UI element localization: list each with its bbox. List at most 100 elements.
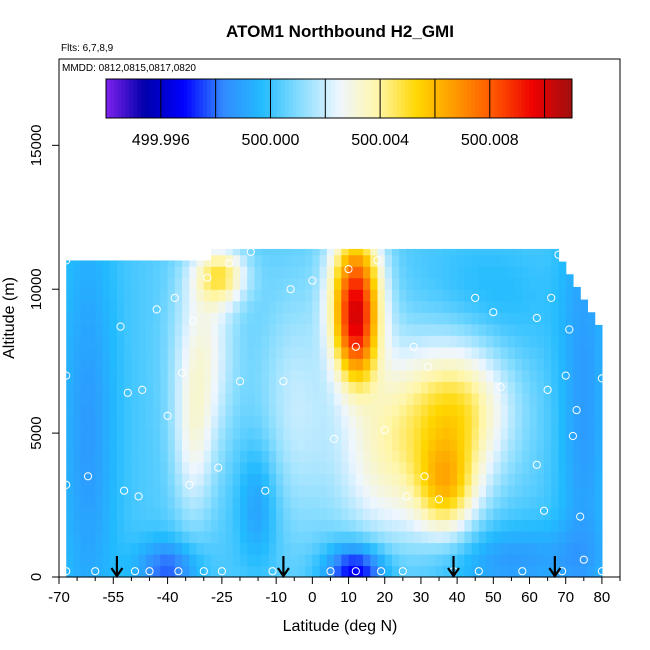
heatmap-cell <box>442 392 451 405</box>
heatmap-cell <box>211 300 219 313</box>
heatmap-cell <box>182 312 190 325</box>
heatmap-cell <box>261 542 270 555</box>
heatmap-cell <box>543 392 552 405</box>
colorbar-segment <box>346 79 352 118</box>
heatmap-cell <box>225 427 234 440</box>
heatmap-cell <box>399 519 408 532</box>
heatmap-cell <box>189 565 198 578</box>
heatmap-cell <box>116 450 125 463</box>
heatmap-cell <box>87 277 96 290</box>
heatmap-cell <box>413 323 422 336</box>
heatmap-cell <box>522 427 531 440</box>
heatmap-cell <box>182 473 190 486</box>
heatmap-cell <box>355 289 364 302</box>
heatmap-cell <box>116 553 125 567</box>
heatmap-cell <box>247 323 256 336</box>
sample-point <box>402 492 411 501</box>
heatmap-cell <box>247 277 256 290</box>
heatmap-cell <box>203 542 212 555</box>
heatmap-cell <box>297 289 306 302</box>
heatmap-cell <box>87 260 96 267</box>
heatmap-cell <box>218 484 227 498</box>
heatmap-cell <box>167 289 176 302</box>
heatmap-cell <box>131 461 140 474</box>
heatmap-cell <box>363 404 371 417</box>
heatmap-cell <box>66 335 75 348</box>
heatmap-cell <box>254 542 263 555</box>
heatmap-cell <box>239 473 248 486</box>
heatmap-cell <box>384 450 393 463</box>
heatmap-cell <box>203 260 212 267</box>
heatmap-cell <box>334 254 342 267</box>
heatmap-cell <box>225 507 234 521</box>
heatmap-cell <box>225 323 234 336</box>
heatmap-cell <box>138 369 147 382</box>
heatmap-cell <box>348 369 357 382</box>
heatmap-cell <box>515 450 523 463</box>
heatmap-cell <box>464 358 473 371</box>
heatmap-cell <box>377 565 386 578</box>
heatmap-cell <box>565 392 574 405</box>
heatmap-cell <box>276 248 284 256</box>
heatmap-cell <box>283 473 292 486</box>
heatmap-cell <box>232 392 241 405</box>
heatmap-cell <box>276 323 284 336</box>
heatmap-cell <box>391 438 400 451</box>
heatmap-cell <box>355 507 364 521</box>
heatmap-cell <box>536 335 545 348</box>
heatmap-cell <box>493 553 502 567</box>
heatmap-cell <box>543 346 552 359</box>
heatmap-cell <box>124 427 132 440</box>
heatmap-cell <box>341 335 350 348</box>
heatmap-cell <box>341 496 350 509</box>
heatmap-cell <box>211 542 219 555</box>
heatmap-cell <box>95 323 104 336</box>
heatmap-cell <box>80 542 89 555</box>
heatmap-cell <box>551 392 560 405</box>
heatmap-cell <box>493 450 502 463</box>
heatmap-cell <box>558 519 567 532</box>
heatmap-cell <box>580 519 589 532</box>
heatmap-cell <box>66 450 75 463</box>
heatmap-cell <box>370 461 379 474</box>
heatmap-cell <box>384 530 393 544</box>
heatmap-cell <box>254 392 263 405</box>
heatmap-cell <box>558 392 567 405</box>
heatmap-cell <box>203 346 212 359</box>
heatmap-cell <box>297 312 306 325</box>
heatmap-cell <box>435 507 444 521</box>
heatmap-cell <box>529 450 538 463</box>
heatmap-cell <box>363 323 371 336</box>
heatmap-cell <box>442 484 451 498</box>
heatmap-cell <box>363 530 371 544</box>
heatmap-cell <box>543 335 552 348</box>
heatmap-cell <box>95 484 104 498</box>
heatmap-cell <box>87 323 96 336</box>
heatmap-cell <box>80 300 89 313</box>
colorbar-segment <box>401 79 406 118</box>
heatmap-cell <box>138 358 147 371</box>
heatmap-cell <box>211 427 219 440</box>
heatmap-cell <box>73 289 82 302</box>
sample-point <box>377 567 386 576</box>
heatmap-cell <box>587 381 596 394</box>
heatmap-cell <box>594 427 603 440</box>
heatmap-cell <box>558 496 567 509</box>
heatmap-cell <box>580 496 589 509</box>
heatmap-cell <box>384 438 393 451</box>
heatmap-cell <box>493 461 502 474</box>
heatmap-cell <box>442 427 451 440</box>
heatmap-cell <box>486 427 494 440</box>
heatmap-cell <box>232 381 241 394</box>
heatmap-cell <box>391 323 400 336</box>
heatmap-cell <box>413 369 422 382</box>
heatmap-cell <box>355 450 364 463</box>
heatmap-cell <box>116 392 125 405</box>
heatmap-cell <box>261 369 270 382</box>
heatmap-cell <box>326 530 335 544</box>
heatmap-cell <box>87 415 96 428</box>
heatmap-cell <box>507 484 516 498</box>
heatmap-cell <box>406 277 415 290</box>
heatmap-cell <box>254 358 263 371</box>
heatmap-cell <box>529 473 538 486</box>
